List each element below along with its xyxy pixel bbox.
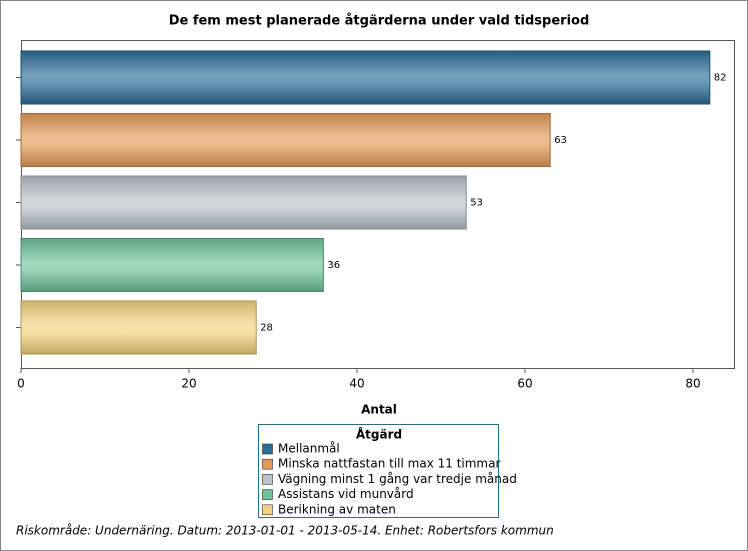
- bar: [20, 113, 551, 167]
- x-tick-label: 80: [685, 377, 700, 391]
- bar: [20, 300, 257, 355]
- x-tick-label: 40: [349, 377, 364, 391]
- footnote: Riskområde: Undernäring. Datum: 2013-01-…: [16, 524, 554, 538]
- x-tick-label: 20: [181, 377, 196, 391]
- x-tick-label: 60: [517, 377, 532, 391]
- chart-title: De fem mest planerade åtgärderna under v…: [169, 14, 590, 29]
- data-label: 28: [260, 323, 273, 334]
- legend: [258, 424, 499, 518]
- bar: [20, 50, 711, 105]
- legend-label: Minska nattfastan till max 11 timmar: [278, 457, 500, 471]
- legend-title: Åtgärd: [356, 427, 402, 442]
- legend-label: Assistans vid munvård: [278, 487, 414, 501]
- legend-swatch: [262, 489, 273, 500]
- data-label: 82: [714, 73, 727, 84]
- legend-swatch: [262, 504, 273, 516]
- legend-swatch: [262, 474, 273, 485]
- legend-swatch: [262, 443, 273, 455]
- legend-label: Berikning av maten: [278, 502, 396, 516]
- bar: [20, 238, 324, 292]
- data-label: 53: [470, 198, 483, 209]
- legend-label: Mellanmål: [278, 442, 340, 456]
- bar: [20, 175, 467, 230]
- legend-label: Vägning minst 1 gång var tredje månad: [278, 472, 517, 486]
- x-axis-label: Antal: [361, 403, 397, 417]
- x-tick-label: 0: [17, 377, 25, 391]
- data-label: 36: [327, 260, 340, 271]
- legend-swatch: [262, 458, 273, 470]
- data-label: 63: [554, 135, 567, 146]
